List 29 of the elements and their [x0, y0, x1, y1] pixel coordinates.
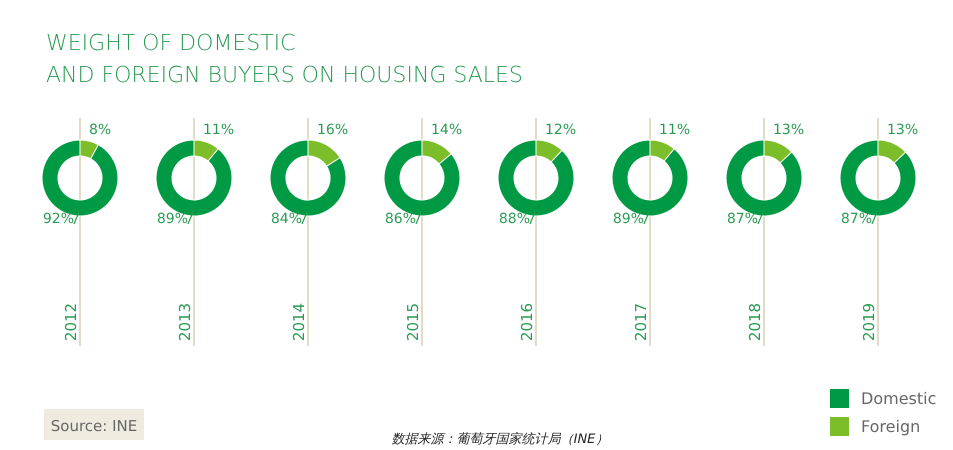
data-label: 12% [545, 122, 576, 138]
source-note: 数据来源：葡萄牙国家统计局（INE） [392, 431, 608, 447]
data-label: 87% [840, 211, 872, 227]
data-label: 8% [89, 122, 112, 138]
data-label: 16% [317, 122, 348, 138]
text: 2019 [860, 302, 878, 342]
text: 2013 [176, 302, 194, 342]
text: 2015 [404, 302, 422, 342]
data-label: 13% [773, 122, 804, 138]
data-label: 13% [887, 122, 918, 138]
data-label: 84% [270, 211, 302, 227]
legend-label: Domestic [861, 389, 936, 408]
text: 2018 [746, 302, 764, 342]
data-label: 14% [431, 122, 462, 138]
text: 2017 [632, 302, 650, 342]
text: 2014 [290, 302, 308, 342]
text: WEIGHT OF DOMESTIC AND FOREIGN BUYERS ON HOUSING SALES [46, 31, 523, 88]
data-label: 86% [384, 211, 416, 227]
data-label: 11% [659, 122, 690, 138]
legend-label: Foreign [861, 417, 920, 436]
data-label: 92% [42, 211, 74, 227]
source-note: Source: INE [50, 417, 138, 435]
text: 2016 [518, 302, 536, 342]
text: 2012 [62, 302, 80, 342]
data-label: 89% [612, 211, 644, 227]
data-label: 87% [726, 211, 758, 227]
data-label: 11% [203, 122, 234, 138]
data-label: 89% [156, 211, 188, 227]
data-label: 88% [498, 211, 530, 227]
